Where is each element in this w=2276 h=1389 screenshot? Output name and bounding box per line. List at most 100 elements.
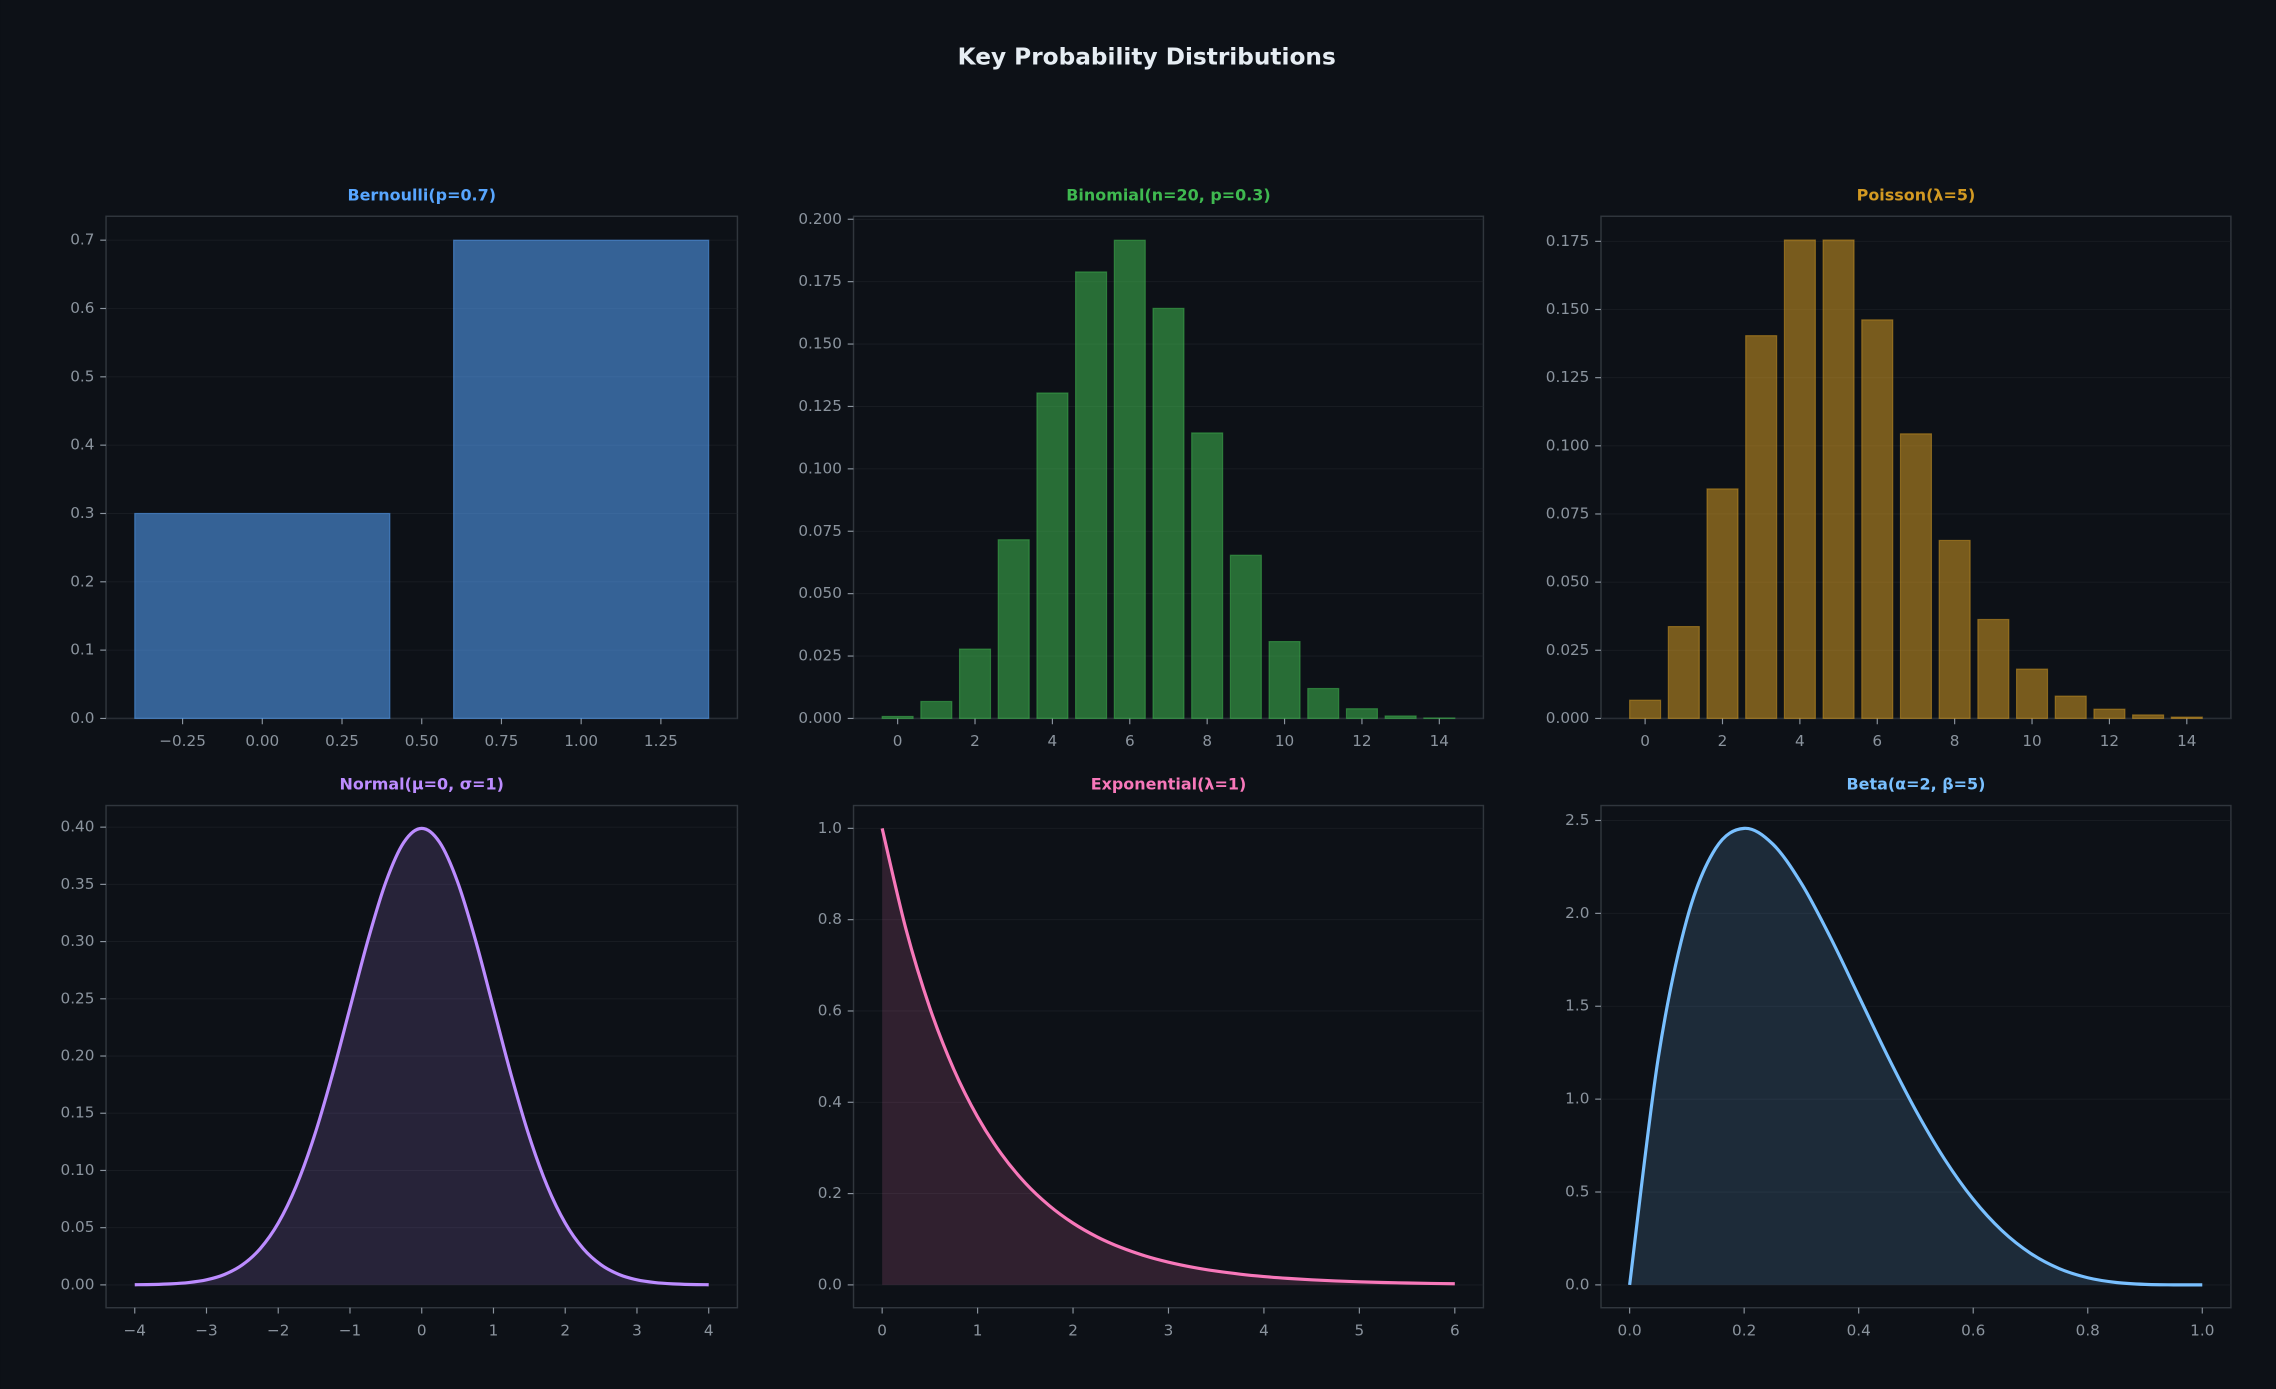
bar [1667,625,1700,720]
bar [1345,708,1378,720]
bar [997,539,1030,720]
panel-title: Beta(α=2, β=5) [1847,775,1986,794]
y-tick-label: 0.075 [798,522,842,540]
y-tick-label: 0.000 [798,709,842,727]
x-tick-label: 4 [1259,1321,1269,1339]
x-tick-label: 8 [1202,732,1212,750]
bar [1745,335,1778,720]
x-tick-label: 0.75 [485,732,519,750]
y-tick-label: 0.075 [1546,504,1590,522]
bar [1783,239,1816,720]
x-tick-label: 10 [2022,732,2041,750]
y-tick-label: 0.150 [1546,300,1590,318]
y-tick-label: 0.100 [798,459,842,477]
bar [2170,716,2203,720]
bar [1307,687,1340,720]
x-tick-label: 1 [489,1321,499,1339]
x-tick-label: 10 [1275,732,1294,750]
bar [2015,668,2049,720]
bar [1629,699,1662,720]
y-tick-label: 0.125 [798,397,842,415]
x-tick-label: 2 [1068,1321,1078,1339]
x-tick-label: 12 [1352,732,1371,750]
x-tick-label: 6 [1872,732,1882,750]
x-tick-label: 4 [1048,732,1058,750]
bar [881,715,914,720]
bar [1113,239,1146,720]
y-tick-label: 0.175 [798,272,842,290]
y-tick-label: 0.8 [818,910,842,928]
y-tick-label: 0.15 [61,1104,95,1122]
bar [958,648,992,720]
bar [453,239,710,720]
x-tick-label: −2 [267,1321,289,1339]
x-tick-label: 14 [2177,732,2196,750]
x-tick-label: 0.6 [1961,1321,1985,1339]
y-tick-label: 0.0 [818,1275,842,1293]
y-tick-label: 0.0 [70,709,94,727]
y-tick-label: 0.2 [818,1184,842,1202]
bar [1899,433,1933,720]
y-tick-label: 0.5 [70,367,94,385]
area-fill [882,828,1455,1285]
y-tick-label: 0.125 [1546,368,1590,386]
y-tick-label: 0.10 [61,1161,95,1179]
x-tick-label: 12 [2100,732,2119,750]
x-tick-label: −3 [195,1321,217,1339]
x-tick-label: 3 [632,1321,642,1339]
x-tick-label: 6 [1450,1321,1460,1339]
y-tick-label: 0.20 [61,1047,95,1065]
bar [1861,319,1894,720]
y-tick-label: 0.6 [818,1001,842,1019]
y-tick-label: 0.000 [1546,709,1590,727]
x-tick-label: 3 [1164,1321,1174,1339]
panel-title: Normal(μ=0, σ=1) [340,775,504,794]
y-tick-label: 0.050 [1546,573,1590,591]
x-tick-label: 0.25 [325,732,359,750]
y-tick-label: 0.4 [70,436,94,454]
x-tick-label: 6 [1125,732,1135,750]
bar [1229,554,1262,720]
bar [1152,307,1185,720]
y-tick-label: 0.4 [818,1093,842,1111]
area-fill [134,828,709,1285]
panel-title: Poisson(λ=5) [1857,185,1976,204]
y-tick-label: 0.1 [70,641,94,659]
bar [1938,539,1971,720]
y-tick-label: 1.0 [818,819,842,837]
x-tick-label: 0.0 [1618,1321,1642,1339]
y-tick-label: 0.050 [798,584,842,602]
bar [2093,708,2126,720]
plot-area [852,804,1485,1309]
panel-title: Bernoulli(p=0.7) [347,185,496,204]
bar [2054,695,2087,720]
bar [1977,618,2010,720]
x-tick-label: 0 [417,1321,427,1339]
bar [1036,392,1069,720]
bar [1384,715,1417,720]
x-tick-label: 0.50 [405,732,439,750]
x-tick-label: 5 [1355,1321,1365,1339]
y-tick-label: 0.150 [798,335,842,353]
bar [1075,271,1108,720]
y-tick-label: 0.025 [1546,641,1590,659]
x-tick-label: 2 [1718,732,1728,750]
y-tick-label: 0.35 [61,875,95,893]
x-tick-label: 1.0 [2190,1321,2214,1339]
y-tick-label: 0.025 [798,647,842,665]
y-tick-label: 1.0 [1565,1090,1589,1108]
x-tick-label: −0.25 [159,732,206,750]
y-tick-label: 0.100 [1546,436,1590,454]
bar [134,512,391,720]
y-tick-label: 0.3 [70,504,94,522]
bar [1268,640,1301,720]
line [134,826,709,1287]
y-tick-label: 2.5 [1565,811,1589,829]
x-tick-label: 0.00 [245,732,279,750]
y-tick-label: 0.25 [61,989,95,1007]
panel-title: Exponential(λ=1) [1091,775,1247,794]
bar [920,700,953,720]
y-tick-label: 0.6 [70,299,94,317]
